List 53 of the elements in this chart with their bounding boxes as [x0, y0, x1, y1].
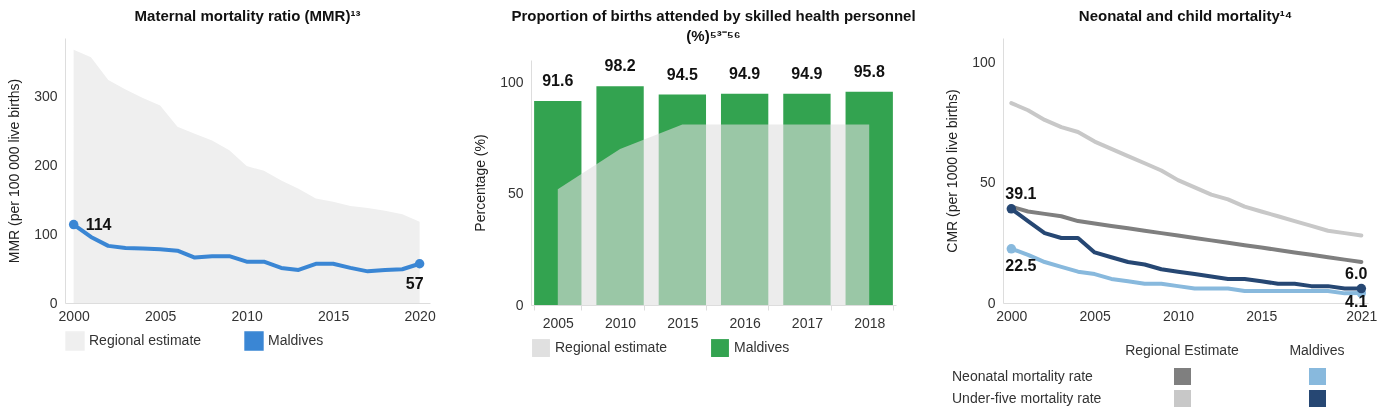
x-tick-label: 2005	[145, 307, 177, 324]
y-tick-label: 100	[34, 225, 58, 242]
x-tick-label: 2016	[729, 314, 761, 331]
y-tick-label: 100	[972, 53, 996, 70]
text: Neonatal mortality rate	[952, 368, 1093, 384]
x-tick-label: 2010	[604, 314, 637, 331]
point	[1006, 244, 1017, 254]
y-axis-title: CMR (per 1000 live births)	[944, 89, 961, 253]
x-tick-label: 2015	[318, 307, 350, 324]
y-axis-title: Percentage (%)	[472, 134, 489, 232]
text: Under-five mortality rate	[952, 390, 1102, 406]
data-label: 94.9	[729, 64, 761, 82]
chart-title: Maternal mortality ratio (MMR)¹³	[134, 7, 361, 24]
legend-label: Regional estimate	[555, 339, 668, 356]
data-label: 57	[405, 274, 424, 292]
chart-title: Neonatal and child mortality¹⁴	[1078, 7, 1293, 24]
y-tick-label: 0	[49, 294, 58, 311]
data-label: 39.1	[1005, 184, 1037, 202]
legend-label: Maldives	[268, 332, 324, 349]
y-tick-label: 100	[500, 73, 524, 90]
text: Maldives	[1289, 342, 1345, 358]
x-tick-label: 2005	[542, 314, 575, 331]
data-label: 6.0	[1345, 264, 1368, 282]
point	[1356, 283, 1367, 294]
data-label: 91.6	[542, 71, 574, 89]
x-tick-label: 2010	[1162, 307, 1195, 324]
chart-title: Proportion of births attended by skilled health personnel (%)⁵³⁻⁵⁶	[511, 7, 916, 45]
x-tick-label: 2005	[1079, 307, 1111, 324]
legend-label: Regional estimate	[89, 332, 202, 349]
data-label: 98.2	[604, 57, 636, 75]
point	[1006, 204, 1017, 214]
x-tick-label: 2000	[996, 307, 1028, 324]
x-tick-label: 2020	[404, 307, 436, 324]
y-tick-label: 0	[987, 294, 996, 311]
data-label: 94.9	[791, 64, 823, 82]
x-tick-label: 2000	[58, 307, 90, 324]
data-label: 94.5	[666, 65, 699, 83]
y-tick-label: 50	[979, 174, 996, 191]
y-tick-label: 200	[34, 156, 58, 173]
y-tick-label: 0	[515, 296, 524, 313]
data-label: 114	[85, 215, 112, 233]
x-tick-label: 2010	[231, 307, 263, 324]
y-axis-title: MMR (per 100 000 live births)	[6, 78, 23, 264]
x-tick-label: 2015	[667, 314, 699, 331]
x-tick-label: 2015	[1246, 307, 1278, 324]
x-tick-label: 2017	[791, 314, 824, 331]
x-tick-label: 2018	[854, 314, 886, 331]
y-tick-label: 300	[34, 88, 58, 105]
legend-label: Maldives	[734, 339, 790, 356]
y-tick-label: 50	[507, 185, 524, 202]
data-label: 22.5	[1005, 256, 1037, 274]
text: Regional Estimate	[1125, 342, 1239, 358]
data-label: 95.8	[853, 62, 885, 80]
